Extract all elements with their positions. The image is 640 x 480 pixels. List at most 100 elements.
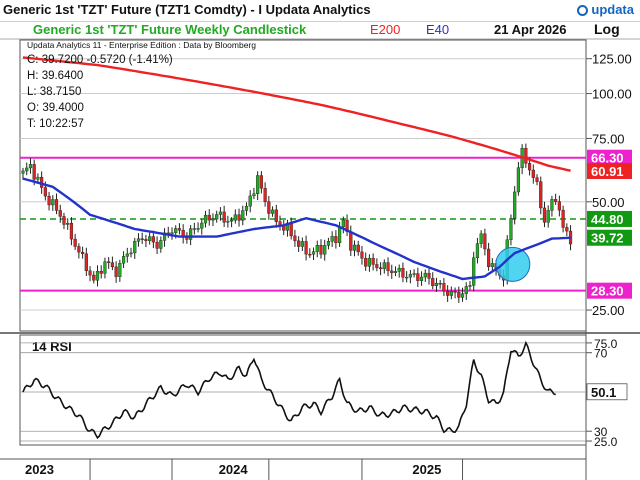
candle-body: [531, 169, 535, 178]
x-tick-label: 2024: [219, 462, 249, 477]
e40-label: E40: [426, 22, 449, 37]
candle-body: [431, 278, 435, 287]
candle-body: [468, 285, 472, 287]
brand[interactable]: updata: [577, 2, 634, 17]
e200-line: [22, 56, 571, 172]
x-axis[interactable]: 2023 2024 2025: [25, 459, 464, 480]
candle-body: [95, 270, 100, 281]
candle-body: [189, 228, 193, 240]
candle-body: [423, 272, 427, 278]
info-open: O: 39.4000: [27, 102, 84, 114]
candle-body: [114, 266, 118, 277]
candle-body: [84, 253, 88, 272]
price-tag: [587, 149, 632, 166]
candle-body: [241, 210, 245, 221]
candle-body: [516, 167, 521, 193]
price-tag: [587, 229, 632, 246]
candle-body: [107, 261, 111, 263]
candle-body: [252, 193, 256, 197]
candle-body: [174, 228, 178, 233]
candle-body: [386, 262, 390, 272]
candle-body: [367, 257, 372, 267]
brand-label: updata: [591, 2, 634, 17]
candle-body: [419, 276, 424, 281]
candle-body: [289, 222, 293, 237]
candle-body: [453, 291, 457, 293]
candle-body: [21, 170, 25, 174]
candle-body: [449, 291, 453, 296]
candle-body: [554, 199, 558, 202]
candle-body: [140, 238, 144, 240]
price-tag-label: 39.72: [591, 231, 624, 246]
candle-body: [352, 244, 357, 251]
rsi-value-label: 50.1: [591, 385, 616, 400]
candle-body: [229, 219, 234, 222]
candle-body: [110, 262, 114, 268]
price-axis[interactable]: 25.00 50.00 75.00 100.00 125.00: [586, 52, 632, 318]
candle-body: [32, 164, 36, 180]
candle-body: [527, 163, 532, 171]
price-tag: [587, 210, 632, 227]
candle-body: [442, 283, 446, 292]
data-source: Updata Analytics 11 - Enterprise Edition…: [27, 40, 256, 50]
candle-body: [378, 267, 383, 270]
rsi-title: 14 RSI: [32, 339, 72, 354]
candle-body: [311, 251, 316, 255]
candle-body: [382, 262, 386, 270]
candle-body: [483, 233, 487, 250]
candle-body: [215, 214, 219, 220]
scale-label: Log: [594, 21, 620, 37]
candle-body: [133, 241, 137, 254]
rsi-tick-label: 25.0: [594, 435, 618, 449]
highlight-circle: [495, 246, 531, 282]
candle-body: [472, 257, 476, 286]
rsi-axis[interactable]: 25.030507075.050.1: [586, 337, 628, 449]
candle-body: [490, 263, 494, 267]
candle-body: [54, 199, 59, 211]
candle-body: [151, 236, 155, 243]
candle-body: [341, 219, 345, 228]
candle-body: [438, 282, 442, 285]
candle-body: [88, 270, 92, 276]
price-tick-label: 75.00: [592, 131, 625, 146]
candle-body: [542, 207, 547, 223]
candle-body: [565, 227, 569, 232]
candle-body: [479, 233, 483, 244]
candle-body: [364, 258, 368, 267]
rsi-panel[interactable]: [19, 334, 587, 446]
e40-line: [22, 177, 571, 281]
candle-body: [539, 181, 543, 209]
price-tag: [587, 282, 632, 299]
candle-body: [121, 256, 126, 264]
candle-body: [315, 245, 319, 252]
header-date: 21 Apr 2026: [494, 22, 567, 37]
candle-body: [103, 261, 107, 274]
candle-body: [557, 201, 561, 211]
candle-body: [300, 241, 304, 247]
rsi-tick-label: 30: [594, 425, 608, 439]
info-time: T: 10:22:57: [27, 118, 84, 130]
info-high: H: 39.6400: [27, 70, 84, 82]
candle-body: [99, 270, 103, 274]
candle-body: [297, 240, 301, 247]
candle-body: [561, 209, 565, 228]
candle-body: [58, 210, 62, 217]
candle-body: [73, 238, 77, 247]
chart-area[interactable]: Generic 1st 'TZT' Future Weekly Candlest…: [0, 21, 640, 480]
candle-body: [434, 282, 439, 287]
candle-body: [405, 276, 409, 279]
candle-body: [375, 264, 379, 268]
candle-body: [427, 272, 431, 279]
candle-body: [338, 226, 342, 244]
candle-body: [47, 195, 51, 206]
candle-body: [162, 232, 167, 241]
price-tag-label: 66.30: [591, 151, 624, 166]
candle-body: [326, 241, 331, 246]
candle-body: [77, 246, 81, 253]
candle-body: [177, 228, 182, 231]
candle-body: [416, 273, 420, 281]
info-low: L: 38.7150: [27, 86, 82, 98]
candle-body: [244, 205, 249, 211]
candle-body: [460, 293, 465, 298]
candle-body: [356, 244, 360, 253]
